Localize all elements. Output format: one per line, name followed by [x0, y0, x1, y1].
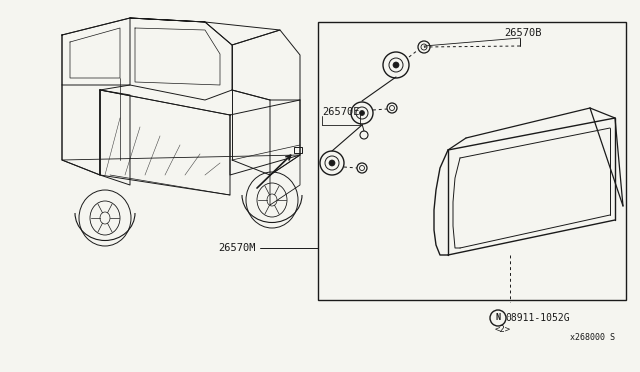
Text: 26570E: 26570E: [322, 107, 360, 117]
Text: <2>: <2>: [495, 326, 511, 334]
Text: 26570M: 26570M: [218, 243, 255, 253]
Bar: [318, 22, 626, 300]
Text: N: N: [495, 314, 500, 323]
Circle shape: [360, 110, 365, 115]
Text: 26570B: 26570B: [504, 28, 541, 38]
Text: x268000 S: x268000 S: [570, 334, 615, 343]
Circle shape: [329, 160, 335, 166]
Text: 08911-1052G: 08911-1052G: [505, 313, 570, 323]
Circle shape: [393, 62, 399, 68]
Bar: [294, 147, 302, 153]
